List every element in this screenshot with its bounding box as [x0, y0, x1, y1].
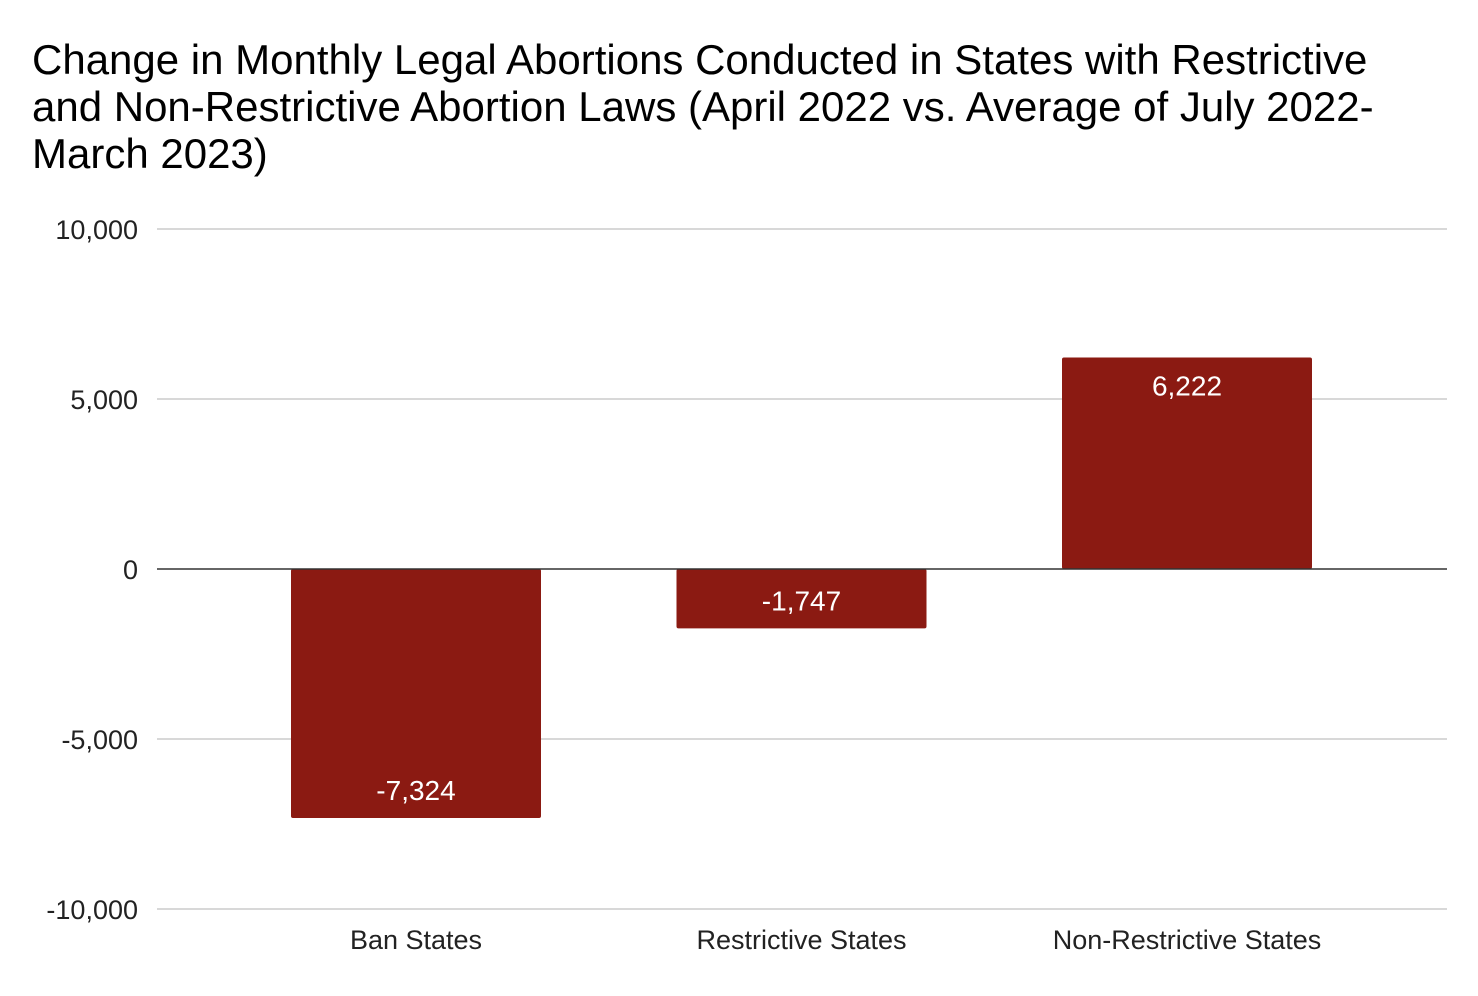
x-category-label: Ban States: [350, 925, 482, 955]
bars: [291, 357, 1312, 819]
bar: [291, 569, 541, 819]
y-tick-label: 10,000: [55, 215, 138, 245]
data-label: -7,324: [376, 775, 455, 806]
y-tick-label: 0: [123, 555, 138, 585]
x-axis-categories: Ban States Restrictive States Non-Restrict…: [350, 925, 1321, 955]
x-category-label: Restrictive States: [696, 925, 906, 955]
x-category-label: Non-Restrictive States: [1053, 925, 1322, 955]
y-axis-ticks: 10,000 5,000 0 -5,000 -10,000: [46, 215, 138, 925]
y-tick-label: 5,000: [70, 385, 138, 415]
y-tick-label: -10,000: [46, 895, 138, 925]
data-labels: -7,324 -1,747 6,222: [376, 370, 1222, 806]
data-label: -1,747: [762, 585, 841, 616]
bar: [676, 569, 927, 629]
data-label: 6,222: [1152, 370, 1222, 401]
bar: [1062, 357, 1312, 569]
y-tick-label: -5,000: [61, 725, 138, 755]
chart-title: Change in Monthly Legal Abortions Conduc…: [32, 36, 1374, 177]
